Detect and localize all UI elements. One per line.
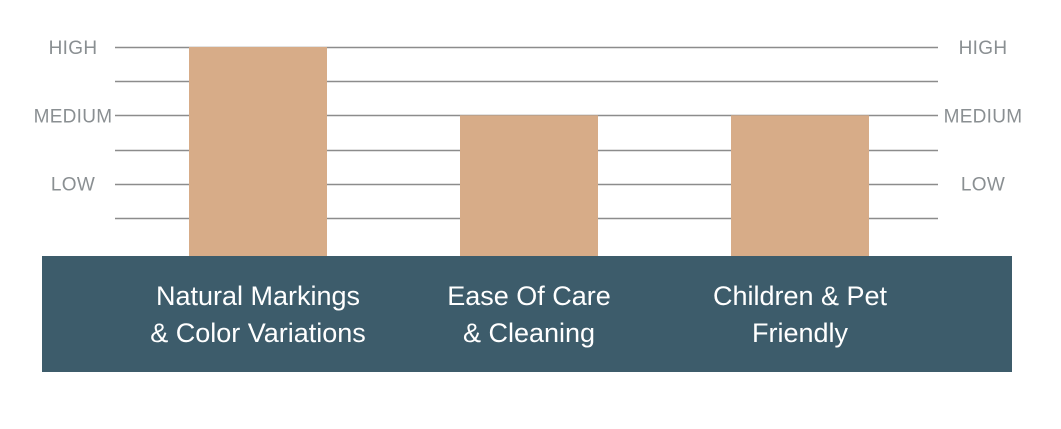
category-label: Ease Of Care & Cleaning (447, 281, 611, 348)
category-labels: Natural Markings & Color Variations Ease O… (150, 281, 887, 348)
y-tick-label-right: MEDIUM (944, 106, 1023, 127)
category-label-line: Friendly (752, 318, 849, 348)
category-label: Natural Markings & Color Variations (150, 281, 366, 348)
bar (731, 115, 869, 258)
category-label-line: Children & Pet (713, 281, 888, 311)
category-band (42, 256, 1012, 372)
bar (460, 115, 598, 258)
y-tick-label-left: MEDIUM (34, 106, 113, 127)
y-tick-label-left: LOW (51, 175, 95, 196)
left-axis-tick-labels: LOW MEDIUM HIGH (34, 38, 113, 196)
category-label-line: Natural Markings (156, 281, 360, 311)
bar (189, 47, 327, 258)
category-label-line: & Cleaning (463, 318, 595, 348)
category-label-line: Ease Of Care (447, 281, 611, 311)
y-tick-label-right: LOW (961, 175, 1005, 196)
y-tick-label-right: HIGH (959, 38, 1008, 59)
right-axis-tick-labels: LOW MEDIUM HIGH (944, 38, 1023, 196)
y-tick-label-left: HIGH (49, 38, 98, 59)
bars (189, 47, 869, 258)
category-label: Children & Pet Friendly (713, 281, 888, 348)
category-label-line: & Color Variations (150, 318, 366, 348)
